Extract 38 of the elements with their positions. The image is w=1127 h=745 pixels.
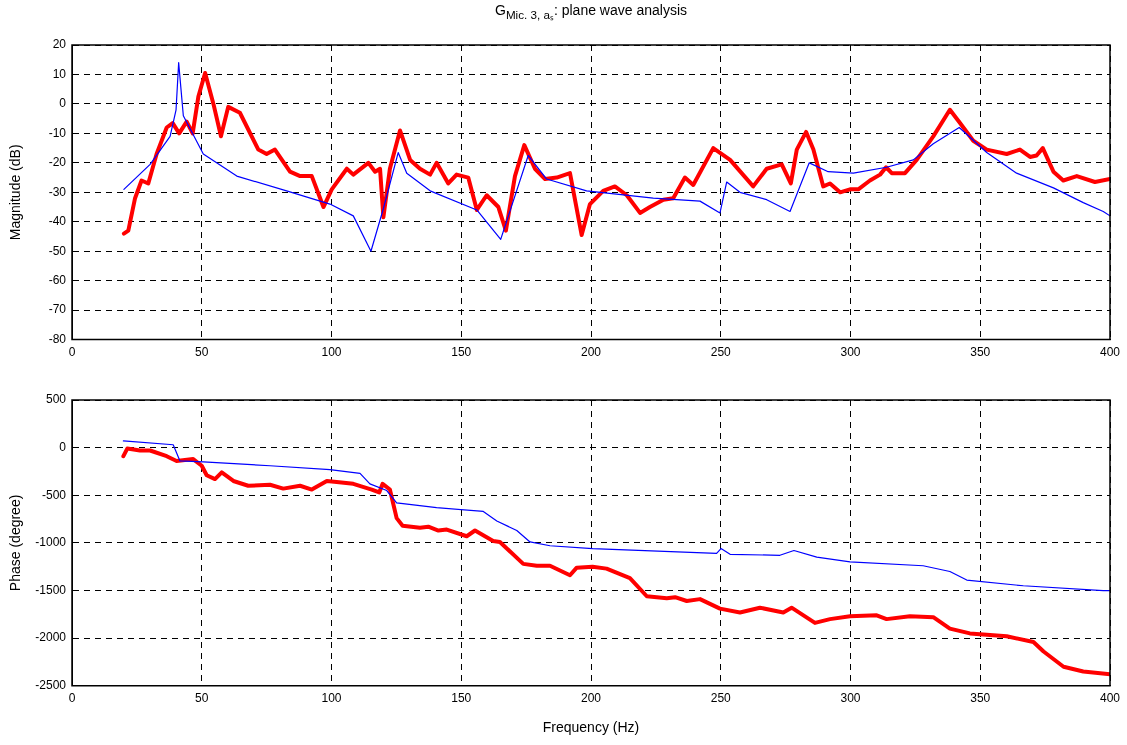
x-tick-label: 250 bbox=[710, 345, 732, 360]
y-tick-label: -500 bbox=[41, 487, 67, 502]
x-tick-label: 100 bbox=[321, 691, 342, 706]
y-tick-label: -80 bbox=[48, 331, 67, 346]
x-tick-label: 150 bbox=[451, 691, 472, 706]
y-tick-label: -40 bbox=[48, 214, 67, 229]
y-tick-label: 10 bbox=[52, 66, 67, 81]
y-axis-title: Phase (degree) bbox=[7, 494, 24, 592]
y-tick-label: 500 bbox=[45, 392, 67, 407]
x-tick-label: 50 bbox=[195, 345, 209, 360]
y-tick-label: -20 bbox=[48, 155, 67, 170]
x-tick-label: 300 bbox=[840, 345, 861, 360]
x-tick-label: 150 bbox=[451, 345, 472, 360]
y-tick-label: -60 bbox=[48, 272, 67, 287]
x-axis-title: Frequency (Hz) bbox=[542, 719, 640, 736]
x-tick-label: 250 bbox=[710, 691, 732, 706]
x-tick-label: 400 bbox=[1099, 691, 1121, 706]
y-tick-label: 20 bbox=[52, 37, 67, 52]
x-tick-label: 100 bbox=[321, 345, 342, 360]
x-tick-label: 200 bbox=[580, 691, 602, 706]
y-tick-label: -50 bbox=[48, 243, 67, 258]
y-tick-label: -70 bbox=[48, 302, 67, 317]
y-tick-label: -1000 bbox=[35, 535, 67, 550]
x-tick-label: 400 bbox=[1099, 345, 1121, 360]
y-tick-label: 0 bbox=[59, 439, 67, 454]
y-axis-title: Magnitude (dB) bbox=[7, 144, 24, 241]
x-tick-label: 50 bbox=[195, 691, 209, 706]
y-tick-label: -10 bbox=[48, 125, 67, 140]
y-tick-label: -1500 bbox=[35, 582, 67, 597]
x-tick-label: 200 bbox=[580, 345, 602, 360]
y-tick-label: 0 bbox=[59, 96, 67, 111]
x-tick-label: 350 bbox=[970, 691, 991, 706]
x-tick-label: 300 bbox=[840, 691, 861, 706]
y-tick-label: -30 bbox=[48, 184, 67, 199]
y-tick-label: -2500 bbox=[35, 678, 67, 693]
y-tick-label: -2000 bbox=[35, 630, 67, 645]
x-tick-label: 350 bbox=[970, 345, 991, 360]
chart-title: G$_{Mic. 3, aₛ}$: plane wave analysis bbox=[494, 2, 688, 22]
